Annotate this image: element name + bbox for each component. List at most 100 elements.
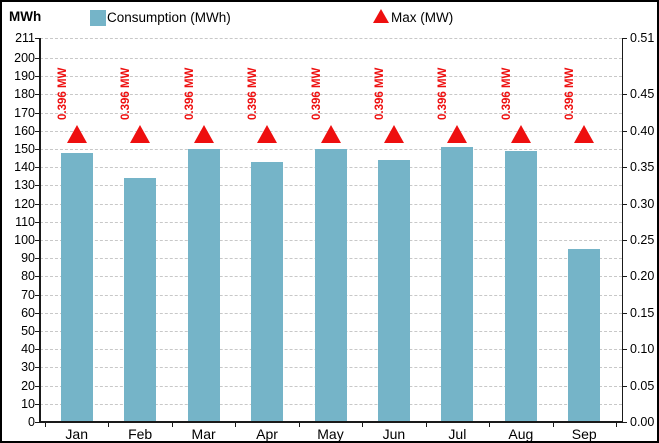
max-marker-label-aug: 0.396 MW [500, 67, 513, 120]
x-axis-tick [425, 422, 427, 427]
right-axis-tick [622, 94, 627, 96]
x-axis-tick [489, 422, 491, 427]
right-axis-tick-label: 0.40 [630, 123, 655, 138]
right-axis-tick-label: 0.25 [630, 233, 655, 247]
x-axis-line [39, 421, 623, 423]
max-marker-jan [66, 124, 87, 143]
x-axis-tick [298, 422, 300, 427]
x-axis-tick [45, 422, 46, 427]
bar-aug [504, 150, 537, 422]
gridline-211 [40, 38, 622, 39]
left-axis-tick-label: 40 [21, 342, 35, 357]
left-axis-tick-label: 20 [21, 378, 35, 393]
left-axis-tick [35, 331, 40, 332]
left-axis-tick-label: 110 [15, 214, 35, 229]
legend-max-label: Max (MW) [391, 10, 454, 25]
bar-jan [60, 152, 93, 422]
right-axis-tick-label: 0.10 [630, 342, 655, 357]
month-label-apr: Apr [256, 426, 278, 442]
left-axis-tick [35, 349, 40, 351]
left-axis-tick [35, 185, 40, 187]
bar-may [314, 149, 347, 422]
month-label-mar: Mar [191, 426, 216, 442]
bar-jul [441, 147, 474, 422]
right-axis-tick [622, 349, 627, 351]
left-axis-tick [35, 403, 40, 405]
right-axis-tick [622, 312, 627, 314]
month-label-feb: Feb [128, 426, 153, 442]
right-axis-tick [622, 38, 627, 39]
right-axis-tick [622, 385, 627, 387]
left-axis-tick [35, 422, 40, 423]
month-label-may: May [317, 426, 344, 442]
left-axis-tick-label: 0 [28, 415, 35, 429]
month-label-jun: Jun [382, 426, 406, 442]
right-axis-tick-label: 0.30 [630, 196, 655, 211]
right-axis-tick-label: 0.05 [630, 378, 655, 393]
legend-max-triangle-icon [373, 9, 389, 23]
left-axis-tick-label: 160 [14, 123, 35, 138]
max-marker-label-feb: 0.396 MW [120, 67, 133, 120]
max-marker-apr [257, 124, 278, 143]
left-axis-tick-label: 100 [14, 233, 35, 247]
right-axis-tick-label: 0.35 [630, 160, 655, 175]
right-axis-tick-label: 0.00 [630, 415, 655, 429]
left-axis-tick-label: 90 [21, 251, 35, 266]
max-marker-label-jul: 0.396 MW [437, 67, 450, 120]
left-axis-tick [35, 240, 40, 241]
max-marker-label-jun: 0.396 MW [373, 67, 386, 120]
left-axis-tick [35, 203, 40, 205]
left-axis-tick [35, 276, 40, 278]
left-axis-tick-label: 211 [15, 31, 35, 45]
right-axis-tick [622, 167, 627, 169]
max-marker-label-mar: 0.396 MW [183, 67, 196, 120]
x-axis-tick [362, 422, 364, 427]
max-marker-aug [510, 124, 531, 143]
left-axis-tick-label: 120 [14, 196, 35, 211]
max-marker-label-apr: 0.396 MW [247, 67, 260, 120]
legend-consumption-swatch-icon [90, 10, 106, 26]
max-marker-jul [447, 124, 468, 143]
left-axis-line [39, 38, 41, 423]
legend-consumption-label: Consumption (MWh) [107, 10, 231, 25]
gridline-190 [40, 76, 622, 78]
left-axis-tick [35, 221, 40, 223]
max-marker-label-sep: 0.396 MW [564, 67, 577, 120]
gridline-200 [40, 58, 622, 60]
right-axis-tick-label: 0.15 [630, 305, 655, 320]
right-axis-tick [622, 276, 627, 278]
max-marker-may [320, 124, 341, 143]
left-axis-tick [35, 94, 40, 96]
left-axis-tick-label: 60 [21, 305, 35, 320]
left-axis-tick [35, 167, 40, 169]
max-marker-label-may: 0.396 MW [310, 67, 323, 120]
left-axis-title: MWh [9, 9, 42, 24]
right-axis-tick-label: 0.51 [630, 31, 655, 45]
right-axis-tick [622, 203, 627, 205]
x-axis-tick [108, 422, 110, 427]
x-axis-tick [552, 422, 554, 427]
left-axis-tick-label: 200 [14, 51, 35, 66]
left-axis-tick [35, 38, 40, 39]
left-axis-tick-label: 140 [14, 160, 35, 175]
left-axis-tick-label: 70 [21, 287, 35, 302]
left-axis-tick-label: 150 [14, 142, 35, 156]
max-marker-label-jan: 0.396 MW [56, 67, 69, 120]
left-axis-tick-label: 130 [14, 178, 35, 193]
left-axis-tick [35, 76, 40, 78]
gridline-180 [40, 94, 622, 96]
month-label-sep: Sep [571, 426, 597, 442]
left-axis-tick-label: 30 [21, 360, 35, 375]
right-axis-tick [622, 422, 627, 423]
left-axis-tick [35, 58, 40, 60]
bar-apr [251, 161, 284, 422]
left-axis-tick [35, 294, 40, 296]
max-marker-sep [574, 124, 595, 143]
left-axis-tick [35, 385, 40, 387]
left-axis-tick-label: 80 [21, 269, 35, 284]
month-label-aug: Aug [508, 426, 534, 442]
left-axis-tick [35, 149, 40, 150]
max-marker-jun [383, 124, 404, 143]
left-axis-tick [35, 130, 40, 132]
